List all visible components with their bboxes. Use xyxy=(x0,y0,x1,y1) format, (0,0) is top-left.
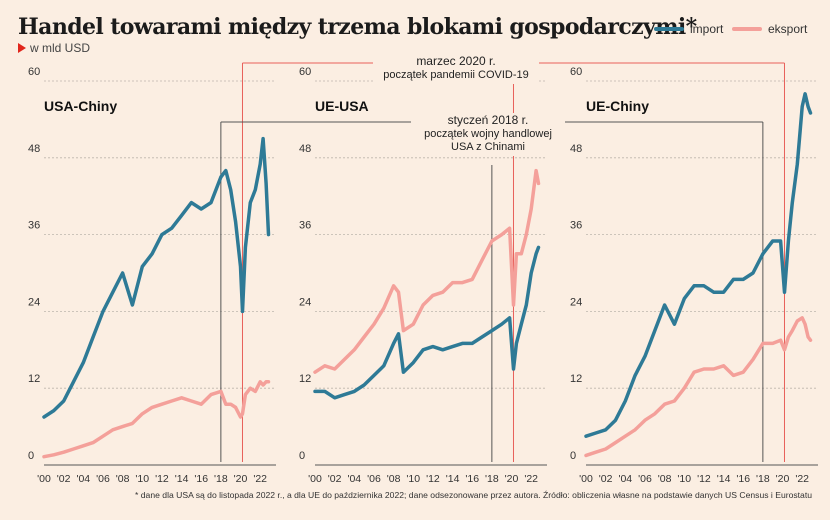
annotation-tradewar-text: początek wojny handlowej xyxy=(424,128,552,140)
footnote: * dane dla USA są do listopada 2022 r., … xyxy=(135,490,812,500)
x-tick-label: '06 xyxy=(367,473,381,485)
x-tick-label: '00 xyxy=(579,473,593,485)
x-tick-label: '20 xyxy=(776,473,790,485)
y-tick-label: 36 xyxy=(28,220,40,232)
x-tick-label: '08 xyxy=(116,473,130,485)
series-line-eksport-ue-usa xyxy=(313,168,541,374)
x-tick-label: '02 xyxy=(328,473,342,485)
series-line-import-usa-chiny xyxy=(42,136,271,419)
x-tick-label: '20 xyxy=(234,473,248,485)
x-tick-label: '22 xyxy=(795,473,809,485)
x-tick-label: '08 xyxy=(658,473,672,485)
x-tick-label: '22 xyxy=(253,473,267,485)
subtitle-text: w mld USD xyxy=(30,41,91,55)
chart-subtitle: w mld USD xyxy=(18,41,90,55)
annotation-covid-bg xyxy=(373,54,539,84)
series-line-eksport-ue-chiny xyxy=(584,316,813,458)
x-tick-label: '00 xyxy=(37,473,51,485)
x-tick-label: '12 xyxy=(155,473,169,485)
y-tick-label: 12 xyxy=(28,373,40,385)
y-tick-label: 0 xyxy=(570,450,576,462)
legend-label-import: import xyxy=(690,22,724,36)
y-tick-label: 0 xyxy=(299,450,305,462)
x-tick-label: '04 xyxy=(347,473,361,485)
legend-item-import: import xyxy=(654,22,723,36)
x-tick-label: '06 xyxy=(638,473,652,485)
x-tick-label: '06 xyxy=(96,473,110,485)
x-tick-label: '02 xyxy=(599,473,613,485)
y-tick-label: 36 xyxy=(570,220,582,232)
x-tick-label: '18 xyxy=(214,473,228,485)
x-tick-label: '02 xyxy=(57,473,71,485)
annotation-tradewar-text: styczeń 2018 r. xyxy=(448,113,529,127)
y-tick-label: 60 xyxy=(28,66,40,78)
legend-label-eksport: eksport xyxy=(768,22,808,36)
annotation-tradewar-text: USA z Chinami xyxy=(451,141,525,153)
x-tick-label: '14 xyxy=(446,473,460,485)
y-tick-label: 48 xyxy=(28,143,40,155)
y-tick-label: 12 xyxy=(299,373,311,385)
x-tick-label: '14 xyxy=(175,473,189,485)
annotation-tradewar-bg xyxy=(411,113,565,156)
x-tick-label: '16 xyxy=(736,473,750,485)
x-tick-label: '12 xyxy=(426,473,440,485)
x-tick-label: '10 xyxy=(406,473,420,485)
x-tick-label: '14 xyxy=(717,473,731,485)
y-tick-label: 24 xyxy=(28,296,40,308)
series-line-import-ue-usa xyxy=(313,245,541,400)
y-tick-label: 24 xyxy=(570,296,582,308)
y-tick-label: 24 xyxy=(299,296,311,308)
y-tick-label: 48 xyxy=(299,143,311,155)
x-tick-label: '16 xyxy=(465,473,479,485)
y-tick-label: 36 xyxy=(299,220,311,232)
legend-item-eksport: eksport xyxy=(732,22,807,36)
chart-title: Handel towarami między trzema blokami go… xyxy=(18,14,697,40)
y-tick-label: 60 xyxy=(299,66,311,78)
x-tick-label: '22 xyxy=(524,473,538,485)
x-tick-label: '18 xyxy=(485,473,499,485)
legend-swatch-eksport xyxy=(732,27,762,31)
y-tick-label: 0 xyxy=(28,450,34,462)
triangle-marker-icon xyxy=(18,43,26,53)
y-tick-label: 12 xyxy=(570,373,582,385)
y-tick-label: 48 xyxy=(570,143,582,155)
x-tick-label: '20 xyxy=(505,473,519,485)
x-tick-label: '08 xyxy=(387,473,401,485)
series-line-eksport-usa-chiny xyxy=(42,380,271,459)
x-tick-label: '10 xyxy=(677,473,691,485)
y-tick-label: 60 xyxy=(570,66,582,78)
panel-title-ue-usa: UE-USA xyxy=(315,98,369,114)
series-line-import-ue-chiny xyxy=(584,92,813,438)
x-tick-label: '18 xyxy=(756,473,770,485)
x-tick-label: '12 xyxy=(697,473,711,485)
annotation-covid-text: marzec 2020 r. xyxy=(416,54,495,68)
x-tick-label: '10 xyxy=(135,473,149,485)
x-tick-label: '00 xyxy=(308,473,322,485)
annotation-covid-text: początek pandemii COVID-19 xyxy=(383,69,529,81)
panel-title-usa-chiny: USA-Chiny xyxy=(44,98,117,114)
panel-title-ue-chiny: UE-Chiny xyxy=(586,98,649,114)
x-tick-label: '16 xyxy=(194,473,208,485)
legend-swatch-import xyxy=(654,27,684,31)
x-tick-label: '04 xyxy=(618,473,632,485)
x-tick-label: '04 xyxy=(76,473,90,485)
